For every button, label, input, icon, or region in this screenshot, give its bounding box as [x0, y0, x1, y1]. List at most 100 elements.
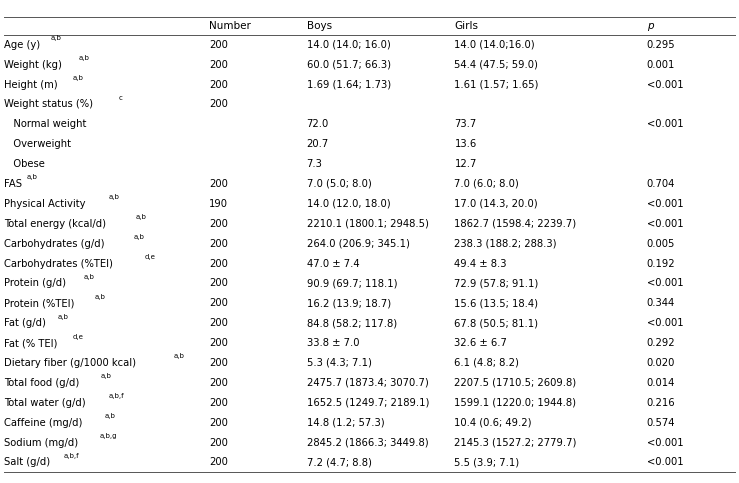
- Text: 32.6 ± 6.7: 32.6 ± 6.7: [454, 338, 508, 348]
- Text: 0.574: 0.574: [647, 418, 675, 427]
- Text: 7.0 (6.0; 8.0): 7.0 (6.0; 8.0): [454, 179, 520, 189]
- Text: 0.192: 0.192: [647, 258, 675, 269]
- Text: Girls: Girls: [454, 21, 478, 31]
- Text: 33.8 ± 7.0: 33.8 ± 7.0: [307, 338, 359, 348]
- Text: 1.61 (1.57; 1.65): 1.61 (1.57; 1.65): [454, 80, 539, 89]
- Text: a,b: a,b: [135, 214, 146, 220]
- Text: a,b,f: a,b,f: [109, 393, 125, 399]
- Text: 200: 200: [209, 358, 228, 368]
- Text: 200: 200: [209, 40, 228, 50]
- Text: 1.69 (1.64; 1.73): 1.69 (1.64; 1.73): [307, 80, 391, 89]
- Text: 2210.1 (1800.1; 2948.5): 2210.1 (1800.1; 2948.5): [307, 219, 429, 229]
- Text: 200: 200: [209, 318, 228, 328]
- Text: 72.0: 72.0: [307, 119, 329, 129]
- Text: 200: 200: [209, 59, 228, 70]
- Text: a,b: a,b: [84, 274, 95, 280]
- Text: 200: 200: [209, 438, 228, 448]
- Text: Protein (g/d): Protein (g/d): [4, 278, 66, 288]
- Text: Dietary fiber (g/1000 kcal): Dietary fiber (g/1000 kcal): [4, 358, 136, 368]
- Text: 1599.1 (1220.0; 1944.8): 1599.1 (1220.0; 1944.8): [454, 398, 576, 408]
- Text: 13.6: 13.6: [454, 139, 477, 149]
- Text: d,e: d,e: [144, 254, 155, 260]
- Text: <0.001: <0.001: [647, 199, 684, 209]
- Text: 16.2 (13.9; 18.7): 16.2 (13.9; 18.7): [307, 298, 391, 308]
- Text: 0.704: 0.704: [647, 179, 675, 189]
- Text: 0.295: 0.295: [647, 40, 675, 50]
- Text: a,b,f: a,b,f: [64, 453, 79, 459]
- Text: 2207.5 (1710.5; 2609.8): 2207.5 (1710.5; 2609.8): [454, 378, 576, 388]
- Text: 200: 200: [209, 398, 228, 408]
- Text: <0.001: <0.001: [647, 278, 684, 288]
- Text: a,b: a,b: [109, 194, 120, 200]
- Text: 2145.3 (1527.2; 2779.7): 2145.3 (1527.2; 2779.7): [454, 438, 577, 448]
- Text: 5.5 (3.9; 7.1): 5.5 (3.9; 7.1): [454, 457, 520, 468]
- Text: 2845.2 (1866.3; 3449.8): 2845.2 (1866.3; 3449.8): [307, 438, 429, 448]
- Text: a,b: a,b: [174, 354, 185, 359]
- Text: 84.8 (58.2; 117.8): 84.8 (58.2; 117.8): [307, 318, 397, 328]
- Text: a,b: a,b: [58, 313, 69, 320]
- Text: <0.001: <0.001: [647, 80, 684, 89]
- Text: a,b: a,b: [95, 294, 106, 300]
- Text: 17.0 (14.3, 20.0): 17.0 (14.3, 20.0): [454, 199, 538, 209]
- Text: Caffeine (mg/d): Caffeine (mg/d): [4, 418, 82, 427]
- Text: a,b: a,b: [133, 234, 144, 240]
- Text: Overweight: Overweight: [4, 139, 71, 149]
- Text: Fat (% TEI): Fat (% TEI): [4, 338, 57, 348]
- Text: 49.4 ± 8.3: 49.4 ± 8.3: [454, 258, 507, 269]
- Text: 14.0 (12.0, 18.0): 14.0 (12.0, 18.0): [307, 199, 390, 209]
- Text: 200: 200: [209, 278, 228, 288]
- Text: Total food (g/d): Total food (g/d): [4, 378, 79, 388]
- Text: Normal weight: Normal weight: [4, 119, 86, 129]
- Text: d,e: d,e: [72, 334, 84, 340]
- Text: 14.0 (14.0;16.0): 14.0 (14.0;16.0): [454, 40, 535, 50]
- Text: <0.001: <0.001: [647, 457, 684, 468]
- Text: 67.8 (50.5; 81.1): 67.8 (50.5; 81.1): [454, 318, 539, 328]
- Text: 73.7: 73.7: [454, 119, 477, 129]
- Text: <0.001: <0.001: [647, 318, 684, 328]
- Text: <0.001: <0.001: [647, 219, 684, 229]
- Text: 14.0 (14.0; 16.0): 14.0 (14.0; 16.0): [307, 40, 390, 50]
- Text: FAS: FAS: [4, 179, 21, 189]
- Text: 7.2 (4.7; 8.8): 7.2 (4.7; 8.8): [307, 457, 372, 468]
- Text: 0.014: 0.014: [647, 378, 675, 388]
- Text: 0.216: 0.216: [647, 398, 675, 408]
- Text: a,b: a,b: [27, 174, 38, 181]
- Text: Weight status (%): Weight status (%): [4, 99, 92, 109]
- Text: 7.0 (5.0; 8.0): 7.0 (5.0; 8.0): [307, 179, 372, 189]
- Text: Physical Activity: Physical Activity: [4, 199, 85, 209]
- Text: Weight (kg): Weight (kg): [4, 59, 61, 70]
- Text: a,b: a,b: [105, 413, 116, 419]
- Text: Number: Number: [209, 21, 251, 31]
- Text: 10.4 (0.6; 49.2): 10.4 (0.6; 49.2): [454, 418, 532, 427]
- Text: 15.6 (13.5; 18.4): 15.6 (13.5; 18.4): [454, 298, 539, 308]
- Text: a,b: a,b: [78, 55, 89, 61]
- Text: 200: 200: [209, 258, 228, 269]
- Text: 200: 200: [209, 338, 228, 348]
- Text: Height (m): Height (m): [4, 80, 58, 89]
- Text: 6.1 (4.8; 8.2): 6.1 (4.8; 8.2): [454, 358, 520, 368]
- Text: <0.001: <0.001: [647, 438, 684, 448]
- Text: 20.7: 20.7: [307, 139, 329, 149]
- Text: 200: 200: [209, 99, 228, 109]
- Text: 200: 200: [209, 219, 228, 229]
- Text: 90.9 (69.7; 118.1): 90.9 (69.7; 118.1): [307, 278, 397, 288]
- Text: p: p: [647, 21, 653, 31]
- Text: Carbohydrates (g/d): Carbohydrates (g/d): [4, 239, 104, 249]
- Text: Total water (g/d): Total water (g/d): [4, 398, 85, 408]
- Text: Age (y): Age (y): [4, 40, 40, 50]
- Text: 0.005: 0.005: [647, 239, 675, 249]
- Text: 5.3 (4.3; 7.1): 5.3 (4.3; 7.1): [307, 358, 372, 368]
- Text: 0.020: 0.020: [647, 358, 675, 368]
- Text: 1652.5 (1249.7; 2189.1): 1652.5 (1249.7; 2189.1): [307, 398, 429, 408]
- Text: Total energy (kcal/d): Total energy (kcal/d): [4, 219, 106, 229]
- Text: 200: 200: [209, 179, 228, 189]
- Text: Boys: Boys: [307, 21, 332, 31]
- Text: <0.001: <0.001: [647, 119, 684, 129]
- Text: Carbohydrates (%TEI): Carbohydrates (%TEI): [4, 258, 112, 269]
- Text: 1862.7 (1598.4; 2239.7): 1862.7 (1598.4; 2239.7): [454, 219, 576, 229]
- Text: Fat (g/d): Fat (g/d): [4, 318, 46, 328]
- Text: 200: 200: [209, 457, 228, 468]
- Text: Obese: Obese: [4, 159, 44, 169]
- Text: 200: 200: [209, 378, 228, 388]
- Text: 0.001: 0.001: [647, 59, 675, 70]
